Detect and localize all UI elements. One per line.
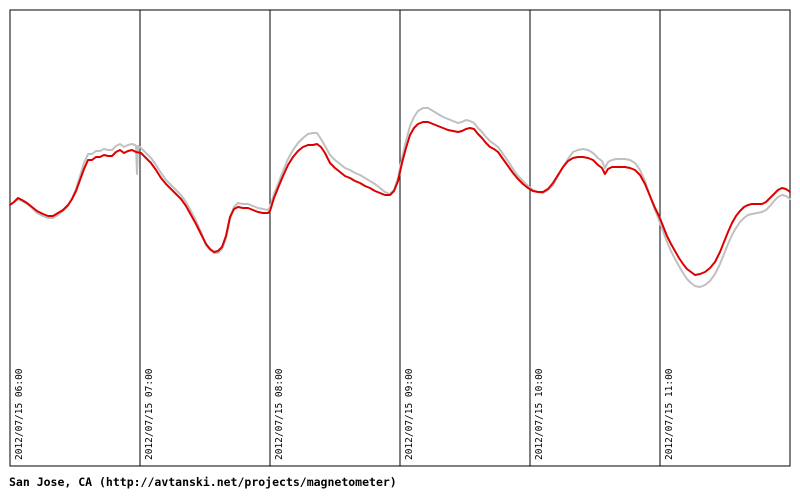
x-axis-time-label: 2012/07/15 07:00 [144, 368, 155, 460]
x-axis-time-label: 2012/07/15 09:00 [404, 368, 415, 460]
x-axis-time-label: 2012/07/15 08:00 [274, 368, 285, 460]
x-axis-time-label: 2012/07/15 10:00 [534, 368, 545, 460]
magnetometer-trace-red-line [9, 121, 791, 276]
x-axis-time-label: 2012/07/15 11:00 [664, 368, 675, 460]
x-axis-time-label: 2012/07/15 06:00 [14, 368, 25, 460]
chart-caption: San Jose, CA (http://avtanski.net/projec… [9, 475, 397, 489]
